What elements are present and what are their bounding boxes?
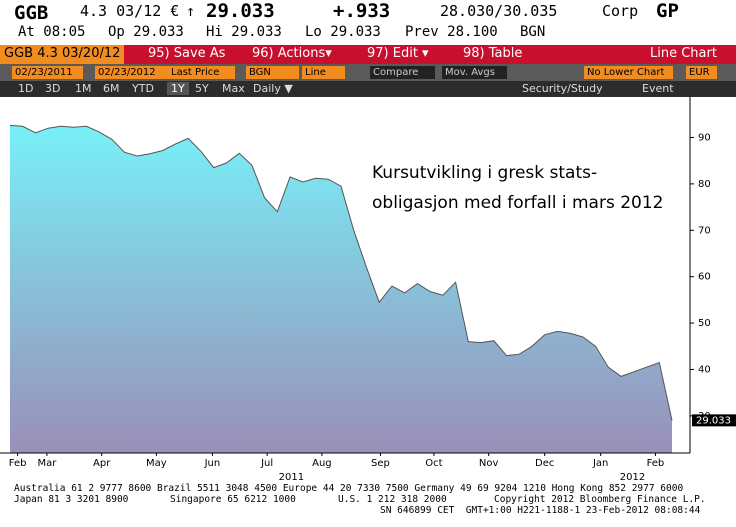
period-bar: 1D 3D 1M 6M YTD 1Y 5Y Max Daily ▼ Security/Study E… [0, 81, 736, 97]
time: At 08:05 [18, 24, 86, 40]
footer-line: Copyright 2012 Bloomberg Finance L.P. [494, 494, 706, 505]
year-label: 2012 [620, 472, 645, 482]
footer-line: Japan 81 3 3201 8900 [14, 494, 129, 505]
compare[interactable]: Compare [370, 66, 435, 79]
price-line [9, 124, 673, 421]
annotation: Kursutvikling i gresk stats- [372, 163, 597, 183]
low: Lo 29.033 [305, 24, 381, 40]
period-button[interactable]: 1D [18, 82, 34, 95]
menu-item[interactable]: 95) Save As [148, 46, 226, 61]
menu-item[interactable]: 98) Table [463, 46, 523, 61]
y-tick-label: 50 [698, 318, 711, 329]
footer-line: Australia 61 2 9777 8600 Brazil 5511 304… [14, 483, 684, 494]
high: Hi 29.033 [206, 24, 282, 40]
x-tick-label: Oct [425, 458, 442, 469]
sector: Corp [602, 2, 639, 20]
toolbar: 02/23/2011 02/23/2012 Last Price BGN Lin… [0, 64, 736, 81]
ticker-text: GGB [14, 2, 49, 24]
pricing-source[interactable]: BGN [246, 66, 299, 79]
prev: Prev 28.100 [405, 24, 498, 40]
x-tick-label: Feb [9, 458, 27, 469]
field[interactable]: Last Price [168, 66, 235, 79]
y-tick-label: 60 [698, 272, 711, 283]
event[interactable]: Event [642, 82, 674, 95]
source: BGN [520, 24, 546, 40]
period-button[interactable]: 6M [103, 82, 120, 95]
frequency[interactable]: Daily ▼ [253, 82, 293, 95]
last-price-label: 29.033 [696, 415, 731, 426]
last-price-box [692, 414, 736, 427]
period-button[interactable]: YTD [132, 82, 154, 95]
x-tick-label: Jan [592, 458, 608, 469]
footer-line: U.S. 1 212 318 2000 [338, 494, 447, 505]
x-tick-label: Jun [204, 458, 221, 469]
studies[interactable]: Mov. Avgs [442, 66, 507, 79]
x-tick-label: Aug [312, 458, 332, 469]
function: GP [656, 0, 679, 22]
y-tick-label: 70 [698, 225, 711, 236]
period-button[interactable]: 1M [75, 82, 92, 95]
currency[interactable]: EUR [686, 66, 717, 79]
arrow: ↑ [186, 2, 196, 20]
start-date[interactable]: 02/23/2011 [12, 66, 83, 79]
change: +.933 [333, 0, 391, 22]
chart-style[interactable]: Line [302, 66, 345, 79]
x-tick-label: Dec [535, 458, 554, 469]
x-tick-label: Jul [260, 458, 273, 469]
footer-line: SN 646899 CET GMT+1:00 H221-1188-1 23-Fe… [380, 505, 701, 516]
period-button[interactable]: 5Y [195, 82, 209, 95]
menu-bar: GGB 4.3 03/20/12 95) Save As 96) Actions… [0, 45, 736, 66]
x-tick-label: Nov [479, 458, 499, 469]
x-tick-label: Apr [93, 458, 111, 469]
x-tick-label: Feb [647, 458, 665, 469]
lower-chart[interactable]: No Lower Chart [584, 66, 673, 79]
coupon: 4.3 03/12 € [80, 2, 180, 20]
open: Op 29.033 [108, 24, 184, 40]
x-tick-label: Mar [37, 458, 57, 469]
period-button[interactable]: Max [222, 82, 245, 95]
area [10, 125, 672, 454]
view-label: Line Chart [650, 46, 717, 61]
y-tick-label: 80 [698, 179, 711, 190]
security-study[interactable]: Security/Study [522, 82, 603, 95]
x-tick-label: May [146, 458, 167, 469]
y-tick-label: 40 [698, 364, 711, 375]
menu-item[interactable]: 96) Actions▾ [252, 46, 332, 61]
end-date[interactable]: 02/23/2012 [95, 66, 168, 79]
y-tick-label: 90 [698, 132, 711, 143]
bid-ask: 28.030/30.035 [440, 2, 558, 20]
annotation: obligasjon med forfall i mars 2012 [372, 193, 663, 213]
last-price: 29.033 [206, 0, 275, 22]
period-button[interactable]: 3D [45, 82, 61, 95]
year-label: 2011 [279, 472, 304, 482]
footer-line: Singapore 65 6212 1000 [170, 494, 296, 505]
x-tick-label: Sep [371, 458, 390, 469]
chart: Kursutvikling i gresk stats-obligasjon m… [0, 97, 736, 482]
period-button[interactable]: 1Y [167, 82, 189, 95]
security-box[interactable]: GGB 4.3 03/20/12 [0, 45, 125, 66]
ticker: GGB [14, 2, 48, 24]
menu-item[interactable]: 97) Edit ▾ [367, 46, 429, 61]
